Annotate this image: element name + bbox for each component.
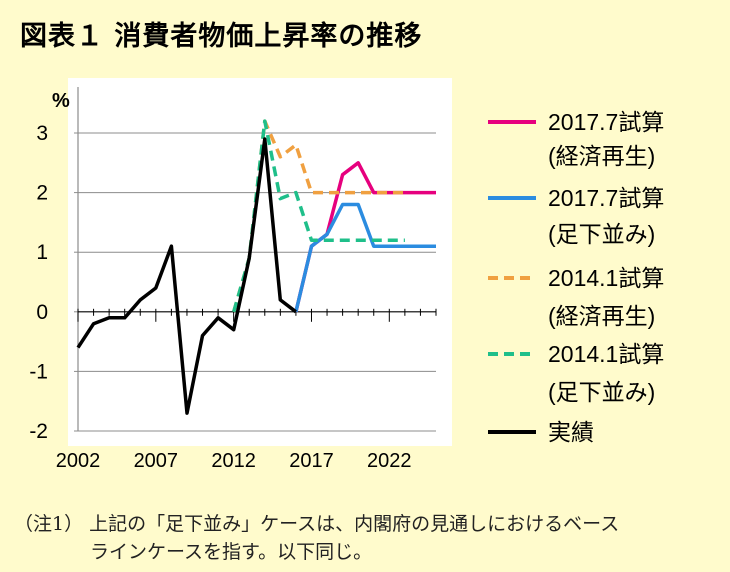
legend-label-2: 2014.1試算 [548, 265, 664, 291]
y-axis-unit: % [52, 90, 70, 112]
legend: 2017.7試算 (経済再生) 2017.7試算 (足下並み) 2014.1試算 (経済再… [488, 109, 664, 445]
y-tick-label: 0 [36, 301, 48, 324]
x-tick-label: 2022 [367, 450, 412, 472]
footnote-line-2: ラインケースを指す。以下同じ。 [90, 541, 373, 563]
y-tick-label: -2 [29, 420, 48, 443]
axes [74, 87, 437, 432]
legend-label-0: 2017.7試算 [548, 109, 664, 135]
legend-sublabel-0: (経済再生) [548, 143, 655, 169]
series-line-3 [232, 119, 405, 313]
x-tick-label: 2007 [134, 450, 179, 472]
legend-sublabel-1: (足下並み) [548, 221, 655, 247]
legend-sublabel-2: (経済再生) [548, 303, 655, 329]
x-tick-label: 2017 [289, 450, 334, 472]
legend-label-4: 実績 [548, 419, 594, 445]
footnote-line-1: （注1） 上記の「足下並み」ケースは、内閣府の見通しにおけるベース [14, 513, 620, 535]
y-tick-label: 1 [36, 241, 48, 264]
series-line-2 [232, 119, 405, 313]
y-tick-label: -1 [29, 360, 48, 383]
footnote: （注1） 上記の「足下並み」ケースは、内閣府の見通しにおけるベース ラインケース… [14, 510, 619, 566]
tick-labels: 3 2 1 0 -1 -2% 2002 2007 2012 2017 2022 [29, 90, 411, 472]
legend-sublabel-3: (足下並み) [548, 379, 655, 405]
y-tick-label: 3 [36, 122, 48, 145]
plot-background [68, 78, 452, 446]
series-line-1 [294, 202, 436, 313]
series-line-4 [76, 137, 297, 415]
x-tick-label: 2012 [211, 450, 256, 472]
legend-label-3: 2014.1試算 [548, 341, 664, 367]
x-tick-label: 2002 [56, 450, 101, 472]
chart-title: 図表１ 消費者物価上昇率の推移 [20, 21, 423, 52]
legend-label-1: 2017.7試算 [548, 185, 664, 211]
series-group [76, 119, 436, 415]
y-tick-label: 2 [36, 182, 48, 205]
